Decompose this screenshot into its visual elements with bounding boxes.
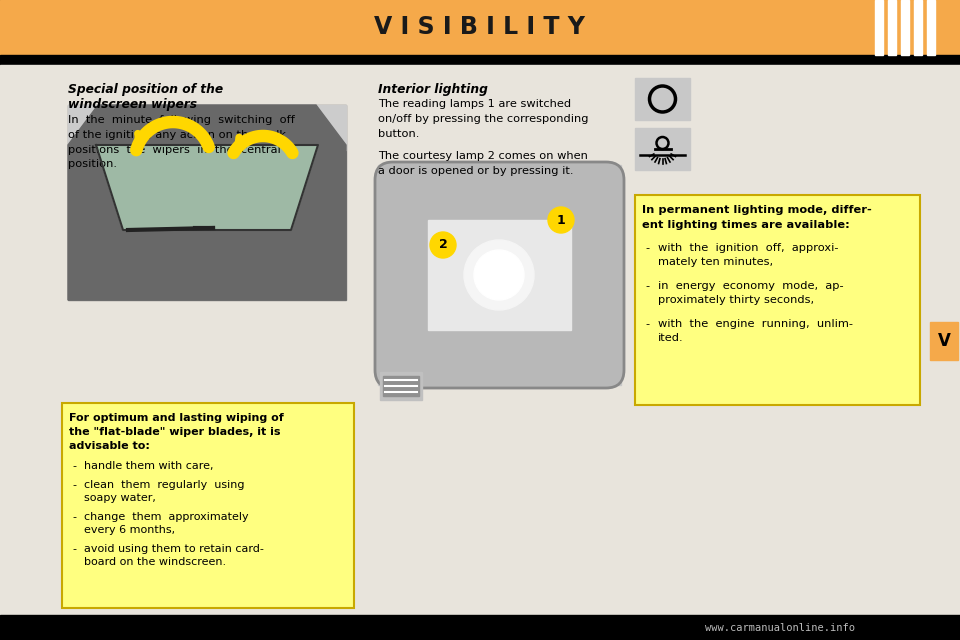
Bar: [380, 372, 422, 400]
Text: every 6 months,: every 6 months,: [84, 525, 175, 535]
Text: For optimum and lasting wiping of: For optimum and lasting wiping of: [69, 413, 284, 423]
Bar: [875, 0, 883, 55]
Text: V: V: [938, 332, 950, 350]
Polygon shape: [96, 145, 318, 230]
Text: -: -: [645, 281, 649, 291]
Text: The reading lamps 1 are switched
on/off by pressing the corresponding
button.: The reading lamps 1 are switched on/off …: [378, 99, 588, 139]
Text: -: -: [72, 544, 76, 554]
Bar: [635, 78, 690, 120]
Bar: [0, 0, 960, 55]
Text: -: -: [72, 512, 76, 522]
Text: avoid using them to retain card-: avoid using them to retain card-: [84, 544, 264, 554]
Text: V I S I B I L I T Y: V I S I B I L I T Y: [374, 15, 586, 40]
Bar: [428, 220, 571, 330]
Circle shape: [474, 250, 524, 300]
Polygon shape: [68, 105, 346, 300]
Text: with  the  ignition  off,  approxi-: with the ignition off, approxi-: [658, 243, 838, 253]
Text: Special position of the: Special position of the: [68, 83, 223, 96]
Circle shape: [464, 240, 534, 310]
Text: mately ten minutes,: mately ten minutes,: [658, 257, 773, 267]
Text: board on the windscreen.: board on the windscreen.: [84, 557, 227, 567]
Text: the "flat-blade" wiper blades, it is: the "flat-blade" wiper blades, it is: [69, 427, 280, 437]
Text: The courtesy lamp 2 comes on when
a door is opened or by pressing it.: The courtesy lamp 2 comes on when a door…: [378, 151, 588, 176]
Bar: [378, 165, 621, 385]
FancyBboxPatch shape: [375, 162, 624, 388]
Text: -: -: [645, 319, 649, 329]
Text: 2: 2: [439, 239, 447, 252]
Bar: [68, 105, 346, 150]
Text: Interior lighting: Interior lighting: [378, 83, 488, 96]
Bar: [914, 0, 922, 55]
Bar: [0, 615, 960, 640]
FancyBboxPatch shape: [62, 403, 354, 608]
Bar: [635, 128, 690, 170]
Text: handle them with care,: handle them with care,: [84, 461, 213, 471]
Bar: [383, 376, 419, 396]
Bar: [930, 322, 958, 360]
Text: windscreen wipers: windscreen wipers: [68, 98, 197, 111]
Text: proximately thirty seconds,: proximately thirty seconds,: [658, 295, 814, 305]
Bar: [68, 105, 346, 300]
Text: -: -: [72, 480, 76, 490]
Text: clean  them  regularly  using: clean them regularly using: [84, 480, 245, 490]
Text: with  the  engine  running,  unlim-: with the engine running, unlim-: [658, 319, 853, 329]
Text: in  energy  economy  mode,  ap-: in energy economy mode, ap-: [658, 281, 844, 291]
Bar: [888, 0, 896, 55]
Text: -: -: [645, 243, 649, 253]
Text: In permanent lighting mode, differ-: In permanent lighting mode, differ-: [642, 205, 872, 215]
FancyBboxPatch shape: [635, 195, 920, 405]
Bar: [901, 0, 909, 55]
Text: -: -: [72, 461, 76, 471]
Text: 1: 1: [557, 214, 565, 227]
Circle shape: [548, 207, 574, 233]
Text: www.carmanualonline.info: www.carmanualonline.info: [705, 623, 855, 633]
Circle shape: [430, 232, 456, 258]
Bar: [0, 55, 960, 65]
Text: ited.: ited.: [658, 333, 684, 343]
Bar: [927, 0, 935, 55]
Text: change  them  approximately: change them approximately: [84, 512, 249, 522]
Bar: [0, 65, 960, 615]
Text: advisable to:: advisable to:: [69, 441, 150, 451]
Text: soapy water,: soapy water,: [84, 493, 156, 503]
Text: In  the  minute  following  switching  off
of the ignition, any action on the st: In the minute following switching off of…: [68, 115, 295, 170]
Text: ent lighting times are available:: ent lighting times are available:: [642, 220, 850, 230]
